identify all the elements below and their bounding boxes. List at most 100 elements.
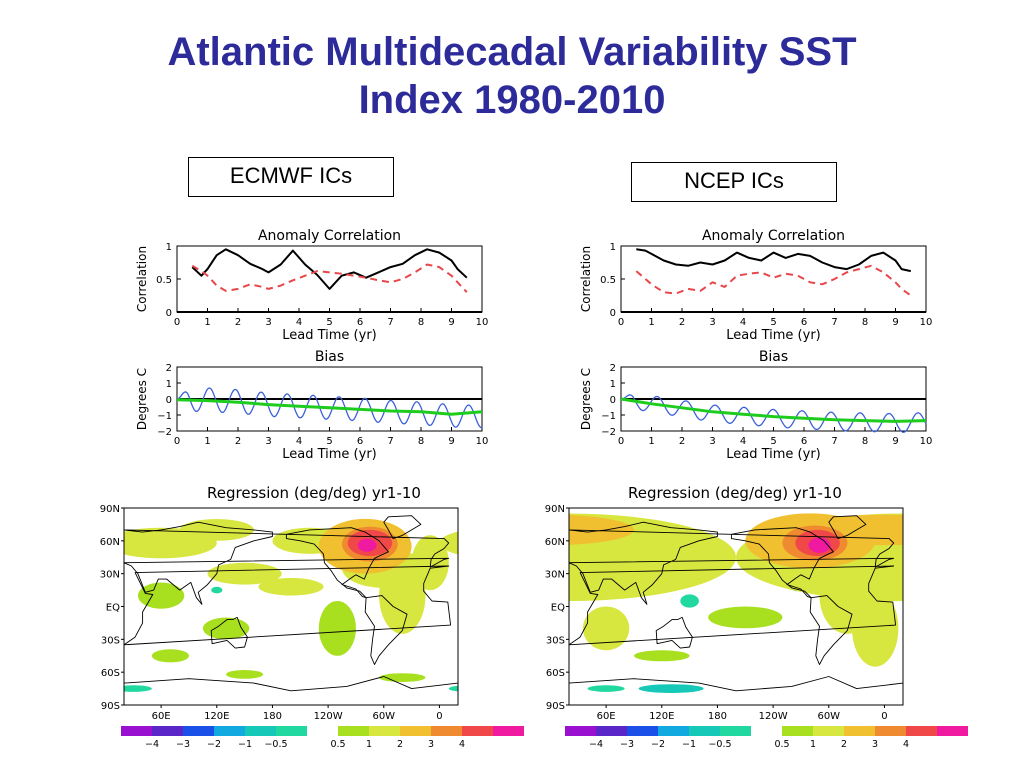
x-tick-label: 5 [326,436,332,447]
colorbar-label: −2 [207,739,221,750]
y-tick-label: 1 [610,242,616,253]
coastline-antarctica [124,676,458,705]
colorbar-swatch [875,726,906,736]
colorbar-swatch [658,726,689,736]
x-tick-label: 7 [831,317,837,328]
x-tick-label: 0 [174,317,180,328]
regression-region [211,586,223,594]
series-line-solid-black [191,248,468,290]
colorbar-label: 0.5 [330,739,345,750]
y-tick-label: −2 [157,427,172,438]
lat-tick-label: 30S [101,635,120,646]
colorbar-label: 2 [841,739,847,750]
x-tick-label: 1 [204,436,210,447]
colorbar-swatch [276,726,307,736]
y-tick-label: 0 [166,308,172,319]
x-tick-label: 8 [862,436,868,447]
regression-region [179,519,254,541]
colorbar-label: 0.5 [774,739,789,750]
colorbar-label: −3 [620,739,634,750]
regression-region [258,578,324,596]
colorbar-label: −1 [682,739,696,750]
x-tick-label: 2 [235,317,241,328]
y-tick-label: 0.5 [600,275,616,286]
x-tick-label: 3 [265,317,271,328]
lon-tick-label: 120W [314,711,343,722]
panel-title: Bias [759,349,788,365]
series-line-dashed-red [191,263,468,293]
y-tick-label: 0.5 [156,275,172,286]
colorbar-swatch [183,726,214,736]
colorbar-label: 3 [872,739,878,750]
colorbar-swatch [400,726,431,736]
x-tick-label: 3 [709,317,715,328]
coastline-africa [569,565,897,646]
title-line-1: Atlantic Multidecadal Variability SST [167,30,857,74]
lat-tick-label: 60S [546,668,565,679]
regression-region [582,606,630,651]
colorbar-0: −4 −3 −2 −1 −0.5 0.5 1 2 3 4 [121,726,524,750]
coastline-northAmerica [285,527,389,599]
x-tick-label: 5 [770,436,776,447]
x-tick-label: 1 [648,317,654,328]
regression-region [448,685,458,692]
colorbar-swatch [937,726,968,736]
colorbar-swatch [844,726,875,736]
colorbar-swatch [596,726,627,736]
colorbar-label: −4 [145,739,159,750]
x-tick-label: 6 [357,317,363,328]
y-axis-label: Correlation [579,246,593,312]
map-title: Regression (deg/deg) yr1-10 [628,484,842,502]
line-panel-2: Bias 0 1 2 3 4 5 6 7 8 9 10 −2 −1 0 1 2 Lead Time (yr) Deg… [135,349,488,462]
lon-tick-label: 180 [263,711,282,722]
x-axis-label: Lead Time (yr) [726,328,821,343]
lat-tick-label: 30N [100,570,120,581]
x-tick-label: 0 [618,436,624,447]
line-panel-3: Bias 0 1 2 3 4 5 6 7 8 9 10 −2 −1 0 1 2 Lead Time (yr) Deg… [579,349,932,462]
lat-tick-label: EQ [551,603,565,614]
colorbar-swatch [813,726,844,736]
coastline-australia [655,616,693,649]
coastline-africa [124,565,452,646]
x-tick-label: 0 [174,436,180,447]
lat-tick-label: 90S [101,701,120,712]
lon-tick-label: 60E [597,711,616,722]
y-tick-label: 0 [610,308,616,319]
colorbar-swatch [214,726,245,736]
x-tick-label: 9 [892,436,898,447]
colorbar-label: 4 [459,739,465,750]
x-tick-label: 6 [801,317,807,328]
x-tick-label: 1 [648,436,654,447]
lon-tick-label: 60E [152,711,171,722]
y-tick-label: 0 [166,395,172,406]
lat-tick-label: 60N [100,537,120,548]
colorbar-label: −1 [238,739,252,750]
regression-region [638,684,704,693]
coastline-antarctica [569,676,903,705]
regression-region [379,557,426,634]
line-panel-0: Anomaly Correlation 0 1 2 3 4 5 6 7 8 9 10 0 0.5 1 Lead… [135,228,488,343]
regression-region [852,590,899,667]
regression-region [151,649,189,663]
regression-region [202,617,250,640]
ncep-ic-label: NCEP ICs [631,162,837,202]
series-line-solid-black [636,248,912,273]
x-axis-label: Lead Time (yr) [282,447,377,462]
colorbar-swatch [782,726,813,736]
x-tick-label: 9 [892,317,898,328]
x-tick-label: 2 [679,317,685,328]
regression-region [318,601,356,656]
y-tick-label: 2 [166,363,172,374]
series-line-solid-green [176,398,483,416]
colorbar-label: 1 [810,739,816,750]
x-tick-label: 7 [831,436,837,447]
lat-tick-label: 60N [545,537,565,548]
lon-tick-label: 120E [204,711,229,722]
colorbar-swatch [369,726,400,736]
colorbar-label: 2 [397,739,403,750]
coastline-australia [210,616,248,649]
colorbar-swatch [462,726,493,736]
x-tick-label: 9 [448,436,454,447]
series-line-solid-green [620,397,927,423]
x-tick-label: 6 [801,436,807,447]
